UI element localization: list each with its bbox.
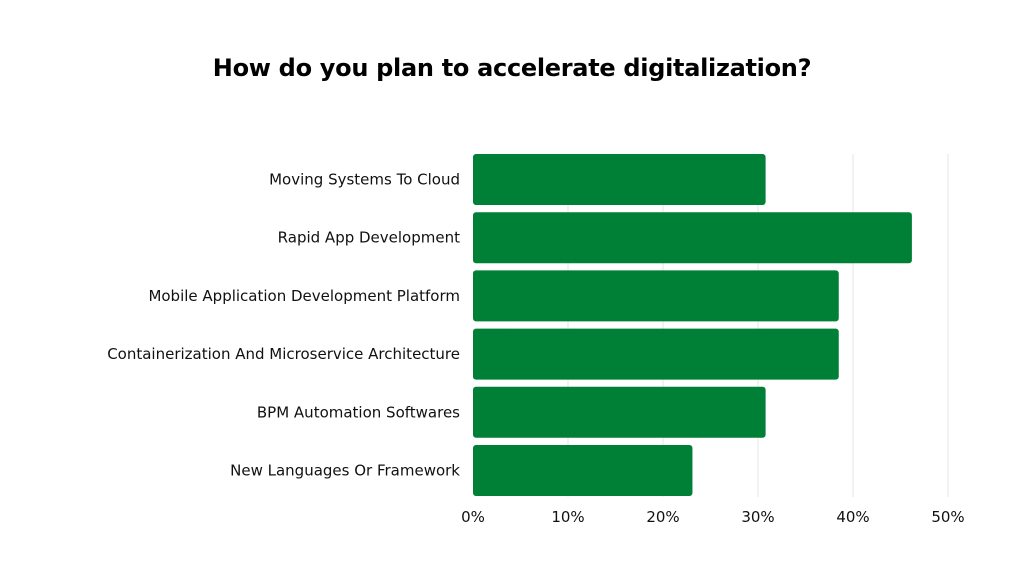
gridlines — [567, 154, 949, 497]
category-labels: Moving Systems To Cloud Rapid App Develop… — [107, 171, 460, 480]
x-tick-label: 10% — [551, 508, 584, 526]
category-label: Mobile Application Development Platform — [148, 287, 460, 305]
x-tick-label: 0% — [461, 508, 485, 526]
category-label: BPM Automation Softwares — [257, 403, 460, 421]
bars — [473, 154, 912, 496]
x-tick-label: 40% — [836, 508, 869, 526]
bar — [473, 328, 839, 380]
category-label: Moving Systems To Cloud — [269, 171, 460, 189]
bar — [473, 386, 766, 438]
category-label: Rapid App Development — [278, 229, 460, 247]
x-tick-label: 20% — [646, 508, 679, 526]
x-tick-label: 50% — [931, 508, 964, 526]
bar — [473, 270, 839, 322]
chart-title: How do you plan to accelerate digitaliza… — [212, 54, 812, 82]
category-label: New Languages Or Framework — [230, 462, 460, 480]
bar — [473, 212, 912, 264]
x-tick-labels: 0% 10% 20% 30% 40% 50% — [461, 508, 965, 526]
bar — [473, 445, 693, 496]
x-tick-label: 30% — [741, 508, 774, 526]
category-label: Containerization And Microservice Archit… — [107, 345, 460, 363]
bar — [473, 154, 766, 205]
